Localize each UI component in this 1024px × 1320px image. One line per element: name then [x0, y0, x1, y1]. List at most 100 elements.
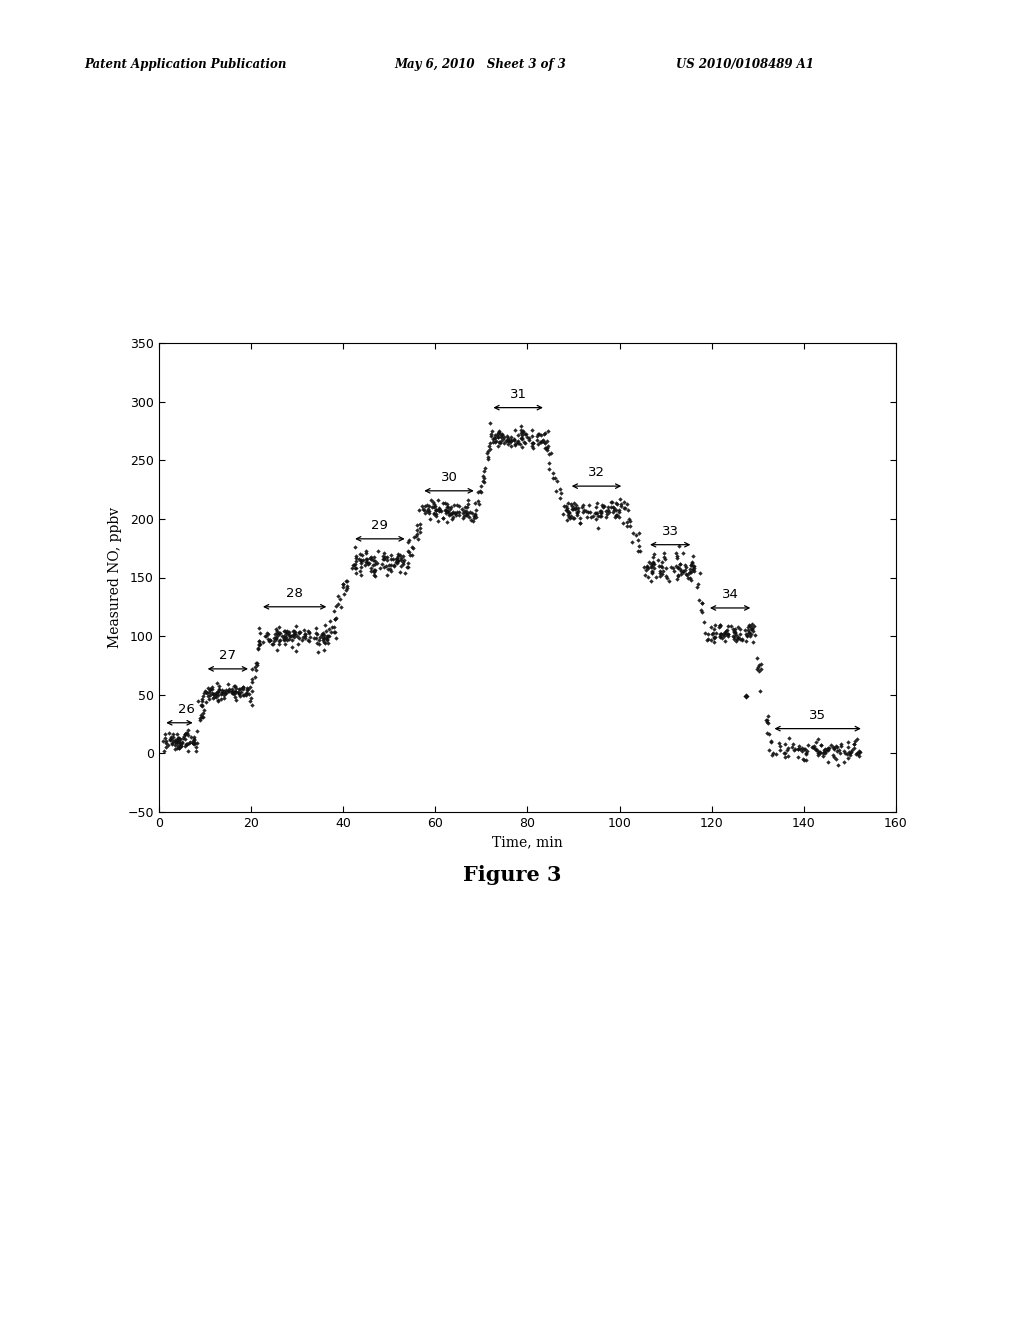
Point	[321, 626, 337, 647]
Point	[171, 727, 187, 748]
Point	[826, 739, 843, 760]
Point	[812, 741, 828, 762]
Point	[443, 502, 460, 523]
Point	[177, 722, 194, 743]
Point	[257, 626, 273, 647]
Point	[827, 748, 844, 770]
Point	[518, 424, 535, 445]
Point	[810, 742, 826, 763]
Point	[357, 541, 374, 562]
Point	[705, 623, 721, 644]
Point	[540, 421, 556, 442]
Text: May 6, 2010   Sheet 3 of 3: May 6, 2010 Sheet 3 of 3	[394, 58, 566, 71]
Point	[323, 622, 339, 643]
Point	[447, 503, 464, 524]
Point	[315, 640, 332, 661]
Point	[605, 502, 622, 523]
Text: 30: 30	[440, 471, 458, 483]
Point	[772, 735, 788, 756]
Point	[251, 618, 267, 639]
Point	[618, 515, 635, 536]
Point	[703, 616, 720, 638]
Point	[517, 432, 534, 453]
Point	[442, 503, 459, 524]
Point	[317, 632, 334, 653]
Point	[730, 627, 746, 648]
Point	[829, 741, 846, 762]
Point	[229, 681, 246, 702]
Point	[201, 688, 217, 709]
Point	[507, 420, 523, 441]
Point	[738, 685, 755, 706]
Text: 27: 27	[219, 649, 237, 661]
Point	[842, 742, 858, 763]
Point	[431, 499, 447, 520]
Point	[447, 506, 464, 527]
Point	[588, 508, 604, 529]
Point	[482, 433, 499, 454]
Point	[311, 634, 328, 655]
Point	[376, 549, 392, 570]
Point	[383, 560, 399, 581]
Point	[678, 564, 694, 585]
Point	[216, 688, 232, 709]
Point	[563, 494, 580, 515]
Point	[216, 680, 232, 701]
Point	[587, 503, 603, 524]
Point	[324, 616, 340, 638]
Point	[684, 553, 700, 574]
Point	[776, 743, 793, 764]
Point	[364, 560, 380, 581]
Point	[184, 733, 201, 754]
Point	[419, 500, 435, 521]
Point	[327, 622, 343, 643]
Point	[639, 556, 655, 577]
Text: Patent Application Publication: Patent Application Publication	[84, 58, 287, 71]
Point	[345, 554, 361, 576]
Point	[301, 631, 317, 652]
Point	[368, 560, 384, 581]
Point	[483, 421, 500, 442]
Point	[185, 733, 202, 754]
Point	[537, 438, 553, 459]
Point	[171, 737, 187, 758]
Point	[727, 619, 743, 640]
Point	[217, 682, 233, 704]
Point	[643, 554, 659, 576]
Point	[357, 543, 374, 564]
Point	[385, 556, 401, 577]
Point	[703, 630, 720, 651]
Point	[395, 550, 412, 572]
Point	[489, 422, 506, 444]
Point	[653, 564, 670, 585]
Point	[532, 432, 549, 453]
Point	[451, 502, 467, 523]
Point	[720, 623, 736, 644]
Point	[540, 436, 556, 457]
Point	[741, 623, 758, 644]
Point	[202, 678, 218, 700]
Point	[653, 557, 670, 578]
Point	[466, 508, 482, 529]
Point	[316, 614, 333, 635]
Point	[227, 689, 244, 710]
Point	[362, 548, 379, 569]
Point	[559, 499, 575, 520]
Point	[258, 624, 274, 645]
Point	[797, 750, 813, 771]
Point	[689, 576, 706, 597]
Point	[744, 620, 761, 642]
Point	[499, 429, 515, 450]
Point	[282, 624, 298, 645]
Point	[510, 432, 526, 453]
Point	[683, 562, 699, 583]
Point	[169, 738, 185, 759]
Point	[602, 496, 618, 517]
Point	[589, 492, 605, 513]
Point	[231, 678, 248, 700]
Point	[625, 523, 641, 544]
Point	[513, 437, 529, 458]
Point	[319, 632, 336, 653]
Point	[362, 546, 379, 568]
Point	[169, 730, 185, 751]
